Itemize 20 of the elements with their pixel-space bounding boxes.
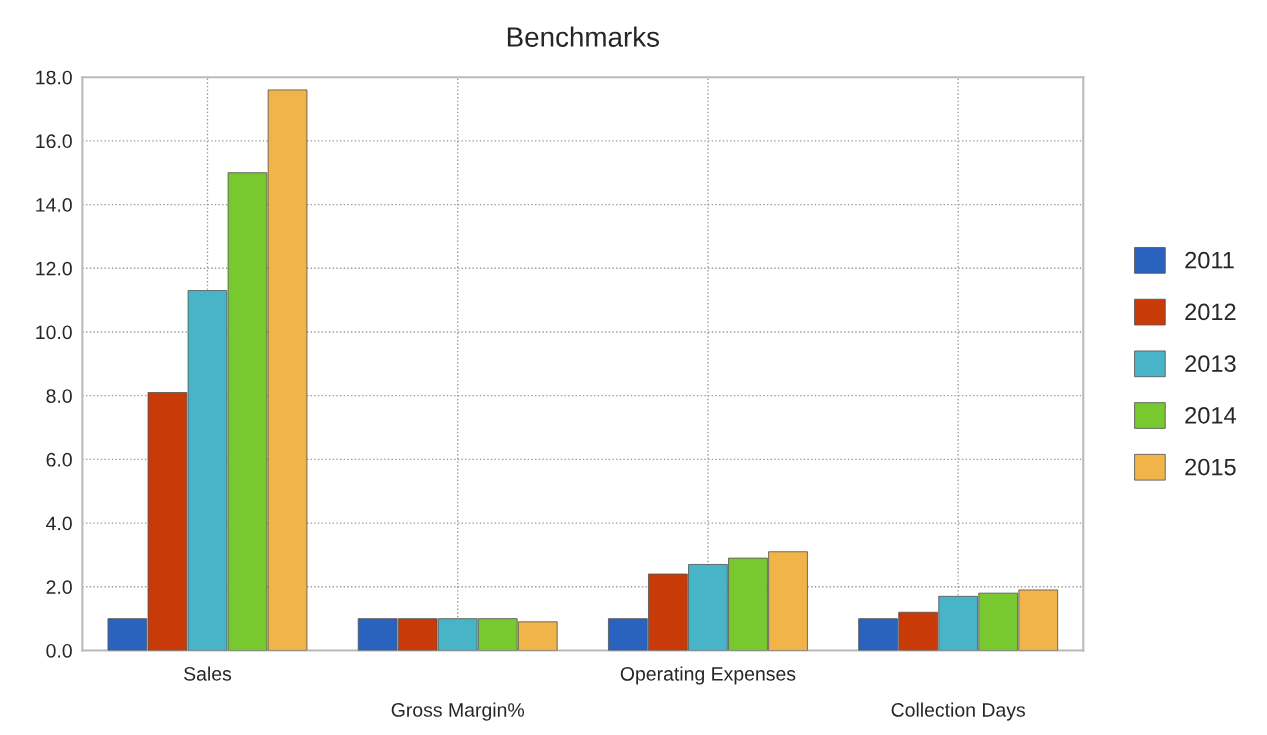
chart-title: Benchmarks [507, 26, 660, 47]
y-tick-label: 10.0 [36, 325, 72, 340]
legend-label: 2012 [1185, 303, 1236, 321]
y-tick-label: 16.0 [36, 134, 72, 149]
x-tick-label: Collection Days [891, 702, 1026, 721]
legend-label: 2011 [1185, 251, 1234, 269]
y-tick-label: 4.0 [46, 516, 72, 531]
legend-label: 2013 [1185, 355, 1236, 372]
y-tick-label: 0.0 [46, 643, 72, 658]
y-tick-label: 14.0 [36, 198, 72, 212]
y-tick-label: 6.0 [46, 452, 72, 467]
y-tick-label: 2.0 [46, 580, 72, 595]
legend-label: 2014 [1185, 406, 1236, 424]
y-tick-label: 8.0 [46, 389, 72, 403]
x-tick-label: Sales [184, 666, 232, 681]
y-tick-label: 18.0 [36, 70, 72, 85]
y-tick-label: 12.0 [36, 261, 72, 276]
x-tick-label: Gross Margin% [391, 702, 525, 721]
x-tick-label: Operating Expenses [620, 666, 796, 685]
legend-label: 2015 [1185, 458, 1236, 476]
